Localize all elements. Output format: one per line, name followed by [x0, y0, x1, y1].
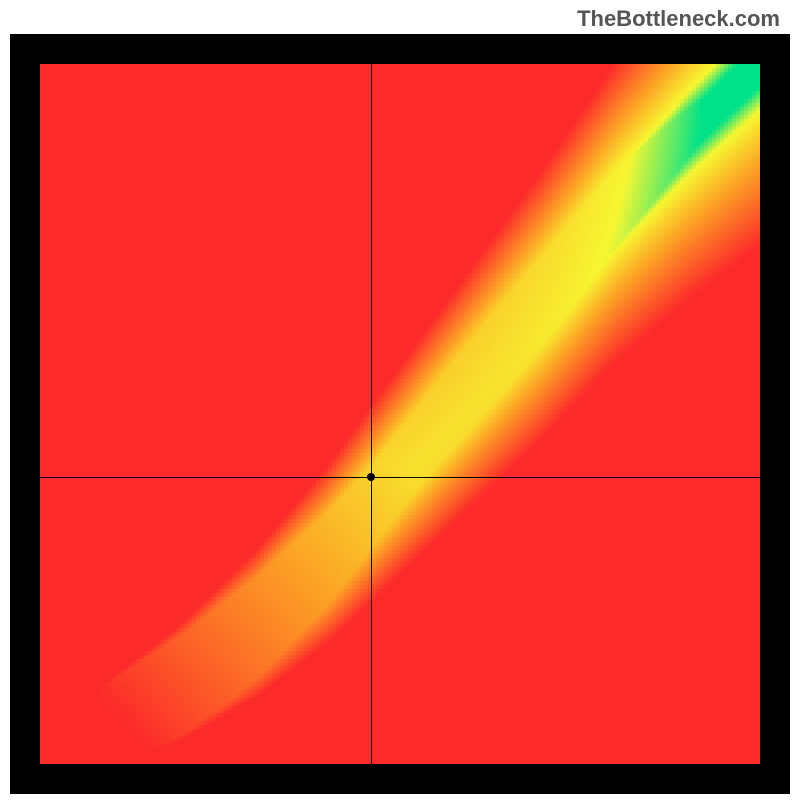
- watermark-text: TheBottleneck.com: [577, 6, 780, 32]
- heatmap-canvas: [40, 64, 760, 764]
- crosshair-horizontal: [40, 477, 760, 478]
- crosshair-vertical: [371, 64, 372, 764]
- crosshair-marker: [367, 473, 375, 481]
- chart-container: TheBottleneck.com: [0, 0, 800, 800]
